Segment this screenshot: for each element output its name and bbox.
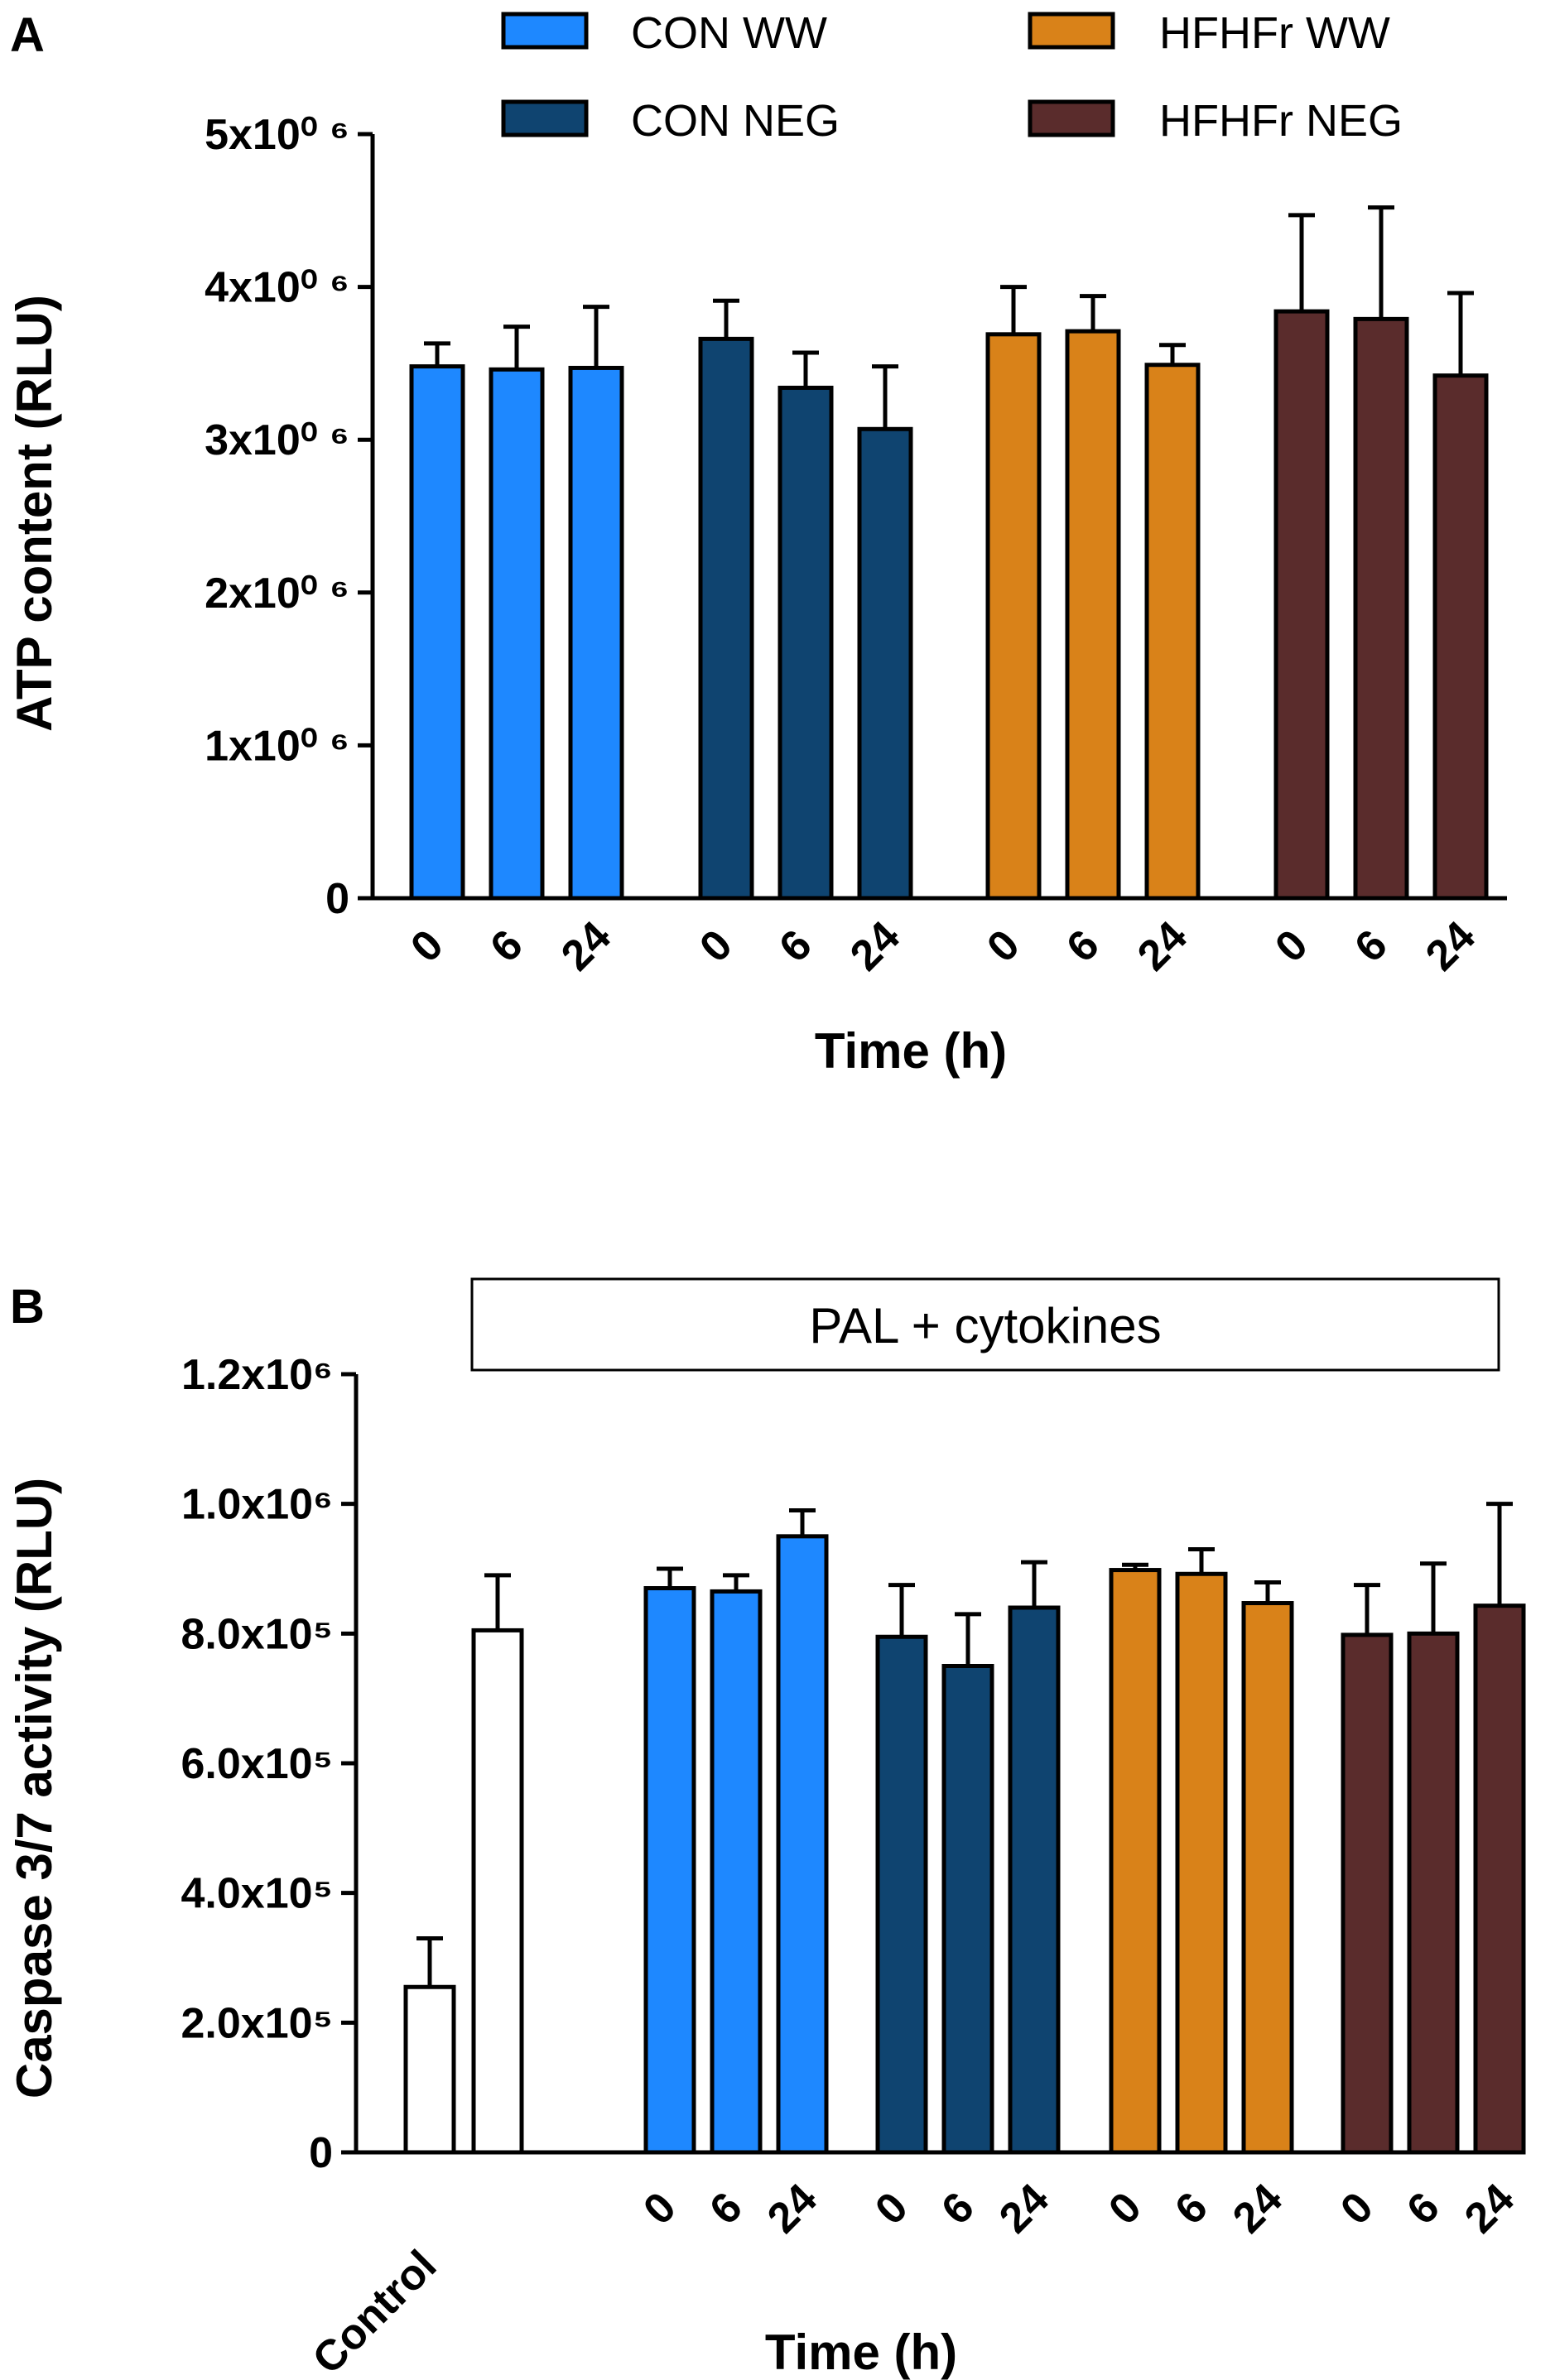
panel-a-y-tick-label: 4x10⁰ ⁶ bbox=[205, 264, 349, 312]
panel-a-bar-hfhfr-ww bbox=[985, 332, 1042, 901]
panel-a-x-axis-title: Time (h) bbox=[815, 1023, 1007, 1079]
panel-b-bar-con-neg bbox=[1008, 1605, 1061, 2155]
panel-a-x-tick-label: 0 bbox=[691, 921, 741, 971]
panel-b-x-tick-label: 6 bbox=[932, 2183, 983, 2233]
panel-b-bar-hfhfr-neg bbox=[1473, 1603, 1526, 2155]
panel-a-x-tick-label: 24 bbox=[1417, 912, 1485, 980]
panel-b-bar-con-ww bbox=[710, 1589, 763, 2155]
legend: CON WW CON NEG HFHFr WW HFHFr NEG bbox=[501, 8, 1403, 146]
panel-a-bar-con-neg bbox=[778, 385, 834, 901]
panel-b-x-tick-label: 6 bbox=[700, 2183, 751, 2233]
panel-b-x-tick-label: 24 bbox=[758, 2175, 826, 2243]
panel-letter-b: B bbox=[10, 1280, 45, 1334]
panel-b-bar-con-ww bbox=[643, 1586, 696, 2155]
panel-a-x-tick-label: 0 bbox=[402, 921, 452, 971]
panel-b-bar-hfhfr-neg bbox=[1341, 1632, 1394, 2155]
panel-a-y-tick-label: 1x10⁰ ⁶ bbox=[205, 722, 349, 770]
panel-b-control-bar bbox=[471, 1628, 524, 2155]
panel-b-bar-hfhfr-ww bbox=[1109, 1568, 1162, 2155]
legend-swatch-hfhfr-neg bbox=[1028, 99, 1115, 137]
panel-b-y-axis-title: Caspase 3/7 activity (RLU) bbox=[7, 1478, 62, 2099]
panel-a-y-axis-title: ATP content (RLU) bbox=[7, 295, 62, 732]
panel-a-x-tick-label: 6 bbox=[1057, 921, 1108, 971]
panel-a-x-tick-label: 6 bbox=[481, 921, 532, 971]
panel-b-x-tick-label: 0 bbox=[1331, 2183, 1382, 2233]
panel-a-bar-con-ww bbox=[568, 365, 624, 901]
panel-b-x-tick-label: 0 bbox=[1100, 2183, 1150, 2233]
panel-a-x-tick-label: 24 bbox=[841, 912, 909, 980]
panel-b-x-tick-label: 0 bbox=[634, 2183, 685, 2233]
panel-b-y-tick-label: 1.0x10⁶ bbox=[181, 1481, 333, 1529]
panel-b-y-tick-label: 4.0x10⁵ bbox=[181, 1870, 333, 1918]
legend-swatch-hfhfr-ww bbox=[1028, 12, 1115, 50]
panel-b-bar-con-ww bbox=[776, 1534, 829, 2155]
panel-b-bar-con-neg bbox=[941, 1664, 994, 2155]
panel-a-y-tick-label: 3x10⁰ ⁶ bbox=[205, 416, 349, 464]
panel-b-bar-hfhfr-ww bbox=[1241, 1601, 1294, 2155]
panel-a-y-tick-label: 0 bbox=[325, 875, 349, 923]
panel-a-x-tick-label: 0 bbox=[1266, 921, 1317, 971]
panel-a-bar-con-neg bbox=[857, 426, 913, 901]
panel-b-y-tick-label: 6.0x10⁵ bbox=[181, 1740, 333, 1788]
panel-a-bar-hfhfr-neg bbox=[1273, 309, 1330, 901]
panel-a-bar-hfhfr-ww bbox=[1144, 363, 1201, 901]
legend-swatch-con-neg bbox=[501, 99, 589, 137]
legend-label-con-ww: CON WW bbox=[631, 8, 827, 58]
panel-a-bar-hfhfr-neg bbox=[1353, 316, 1409, 901]
panel-b-x-tick-label: 24 bbox=[1456, 2175, 1524, 2243]
panel-b-y-tick-label: 0 bbox=[309, 2129, 333, 2177]
panel-letter-a: A bbox=[10, 8, 45, 62]
panel-b-y-tick-label: 8.0x10⁵ bbox=[181, 1610, 333, 1658]
legend-swatch-con-ww bbox=[501, 12, 589, 50]
panel-b-bar-hfhfr-ww bbox=[1175, 1571, 1228, 2155]
treatment-box-label: PAL + cytokines bbox=[809, 1298, 1161, 1353]
panel-a-bar-hfhfr-neg bbox=[1432, 373, 1489, 901]
panel-a-bar-con-ww bbox=[409, 364, 465, 901]
panel-a-x-tick-label: 0 bbox=[978, 921, 1028, 971]
panel-b-x-tick-label: 24 bbox=[990, 2175, 1058, 2243]
panel-b-x-tick-label: 6 bbox=[1166, 2183, 1216, 2233]
panel-b-x-axis-title: Time (h) bbox=[765, 2325, 957, 2380]
panel-a-x-tick-label: 24 bbox=[1129, 912, 1196, 980]
panel-b-x-tick-label: 24 bbox=[1224, 2175, 1292, 2243]
panel-a-y-tick-label: 5x10⁰ ⁶ bbox=[205, 111, 349, 159]
panel-b-x-tick-label: 6 bbox=[1398, 2183, 1448, 2233]
treatment-box bbox=[470, 1277, 1500, 1372]
legend-label-hfhfr-neg: HFHFr NEG bbox=[1159, 96, 1403, 146]
panel-b-x-tick-label: 0 bbox=[866, 2183, 917, 2233]
panel-a-bar-con-neg bbox=[698, 336, 754, 901]
panel-b-bar-con-neg bbox=[875, 1634, 928, 2155]
panel-a-x-tick-label: 6 bbox=[1346, 921, 1396, 971]
panel-b-y-tick-label: 2.0x10⁵ bbox=[181, 1999, 333, 2047]
panel-b-y-tick-label: 1.2x10⁶ bbox=[181, 1351, 333, 1399]
legend-label-hfhfr-ww: HFHFr WW bbox=[1159, 8, 1390, 58]
panel-a-bar-con-ww bbox=[489, 367, 545, 901]
panel-a-x-tick-label: 24 bbox=[552, 912, 620, 980]
panel-b-bar-hfhfr-neg bbox=[1407, 1631, 1460, 2155]
panel-a-x-tick-label: 6 bbox=[770, 921, 821, 971]
panel-b-control-label: Control bbox=[304, 2241, 446, 2380]
panel-a-y-tick-label: 2x10⁰ ⁶ bbox=[205, 570, 349, 618]
panel-a-bar-hfhfr-ww bbox=[1065, 329, 1121, 901]
legend-label-con-neg: CON NEG bbox=[631, 96, 840, 146]
panel-b-control-bar bbox=[403, 1984, 456, 2155]
